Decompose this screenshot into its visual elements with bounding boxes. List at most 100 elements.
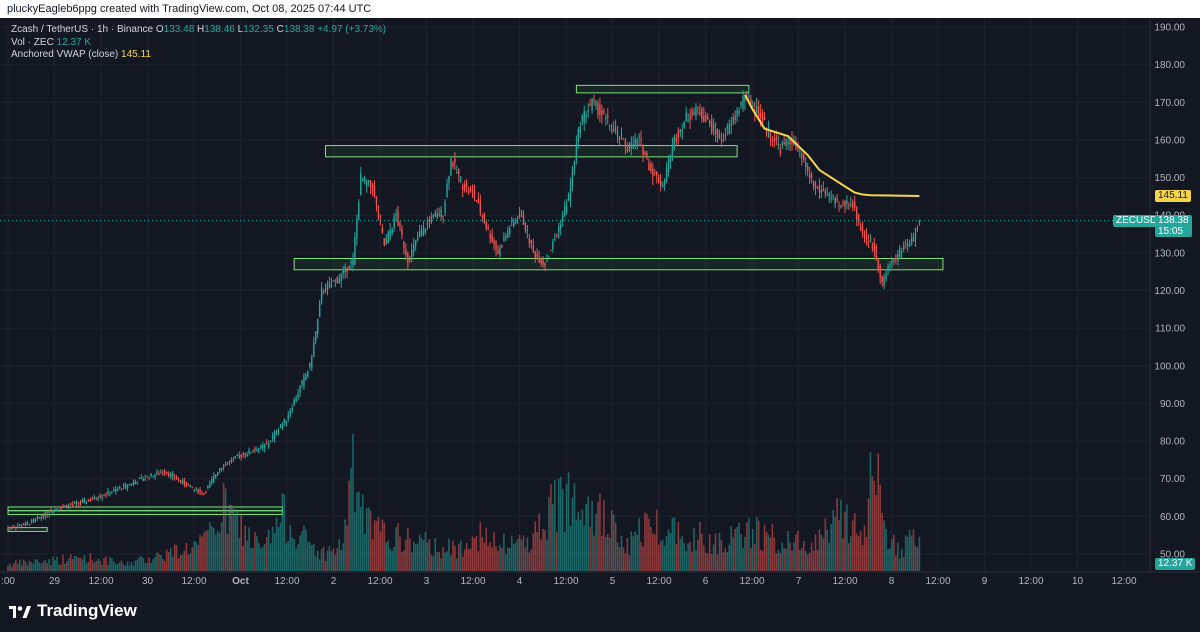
candle-body (832, 195, 834, 197)
volume-bar (669, 533, 672, 571)
volume-bar (342, 543, 344, 571)
volume-bar (283, 494, 286, 571)
candle-body (146, 475, 148, 477)
volume-bar (802, 541, 805, 571)
candle-body (442, 215, 444, 217)
volume-bar (71, 559, 74, 571)
volume-bar (532, 533, 535, 571)
volume-bar (667, 529, 670, 571)
candle-body (904, 243, 907, 245)
candle-body (683, 121, 685, 128)
candle-body (783, 143, 785, 145)
candle-body (563, 206, 566, 215)
volume-bar (232, 508, 235, 571)
volume-bar (842, 538, 844, 571)
volume-bar (914, 545, 917, 571)
candle-body (11, 527, 13, 529)
volume-bar (900, 549, 903, 571)
candle-body (511, 220, 513, 222)
candle-body (285, 420, 288, 423)
candle-body (726, 126, 729, 129)
candle-body (156, 471, 158, 475)
candle-body (724, 135, 727, 137)
volume-bar (177, 558, 180, 571)
candle-body (814, 183, 817, 188)
volume-bar (918, 536, 921, 571)
volume-bar (409, 538, 411, 571)
volume-bar (271, 526, 274, 571)
y-tick-label: 100.00 (1154, 361, 1185, 372)
candle-body (567, 193, 570, 200)
candle-body (177, 478, 180, 480)
volume-bar (420, 537, 423, 571)
volume-bar (771, 524, 774, 571)
volume-bar (869, 452, 872, 571)
candle-body (446, 184, 448, 197)
candle-body (912, 239, 915, 241)
volume-bar (354, 512, 356, 571)
candle-body (64, 505, 66, 507)
candle-body (787, 142, 789, 145)
candle-body (234, 455, 237, 459)
candle-body (507, 230, 509, 238)
volume-bar (115, 563, 117, 571)
candle-body (816, 188, 819, 190)
volume-bar (426, 542, 429, 571)
volume-bar (201, 536, 203, 571)
volume-bar (134, 560, 137, 571)
tradingview-logo[interactable]: TradingView (9, 600, 137, 622)
volume-bar (575, 519, 578, 571)
volume-bar (883, 520, 885, 571)
volume-bar (397, 522, 399, 571)
volume-bar (612, 514, 615, 571)
candle-body (452, 162, 454, 167)
grid (0, 18, 1150, 572)
volume-bar (334, 554, 337, 571)
candle-body (477, 198, 480, 203)
candle-body (26, 522, 29, 525)
volume-bar (693, 527, 695, 571)
legend-volume-row: Vol · ZEC 12.37 K (11, 37, 386, 50)
volume-bar (424, 531, 427, 571)
volume-bar (571, 497, 574, 571)
x-tick-label: 12:00 (88, 576, 113, 587)
candle-body (687, 119, 689, 122)
candle-body (897, 253, 899, 261)
volume-bar (559, 476, 562, 571)
volume-bar (655, 509, 658, 571)
candle-body (350, 261, 352, 264)
volume-bar (779, 552, 782, 571)
y-tick-label: 180.00 (1154, 60, 1185, 71)
candle-body (489, 233, 491, 239)
volume-bar (783, 548, 785, 571)
volume-bar (755, 517, 758, 571)
candle-body (820, 190, 823, 193)
candle-body (467, 190, 470, 193)
candle-body (728, 124, 730, 134)
candle-body (432, 214, 435, 218)
candle-body (420, 230, 423, 236)
candle-body (258, 448, 260, 452)
candle-body (9, 527, 11, 529)
volume-bar (663, 545, 666, 571)
volume-bar (158, 553, 160, 571)
volume-bar (601, 535, 603, 571)
candle-body (795, 144, 797, 148)
candle-body (320, 287, 323, 303)
candle-body (587, 110, 589, 112)
volume-bar (461, 556, 464, 571)
volume-bar (46, 563, 48, 571)
volume-bar (138, 557, 141, 571)
candle-body (13, 526, 15, 528)
candle-body (226, 463, 229, 465)
candle-body (781, 142, 783, 145)
volume-bar (610, 510, 613, 571)
volume-bar (316, 550, 319, 571)
candle-body (624, 140, 627, 147)
volume-bar (546, 539, 548, 571)
bar-countdown: 15:05 (1158, 226, 1184, 237)
volume-bar (236, 511, 239, 571)
candle-body (195, 487, 197, 489)
candle-body (552, 241, 554, 250)
